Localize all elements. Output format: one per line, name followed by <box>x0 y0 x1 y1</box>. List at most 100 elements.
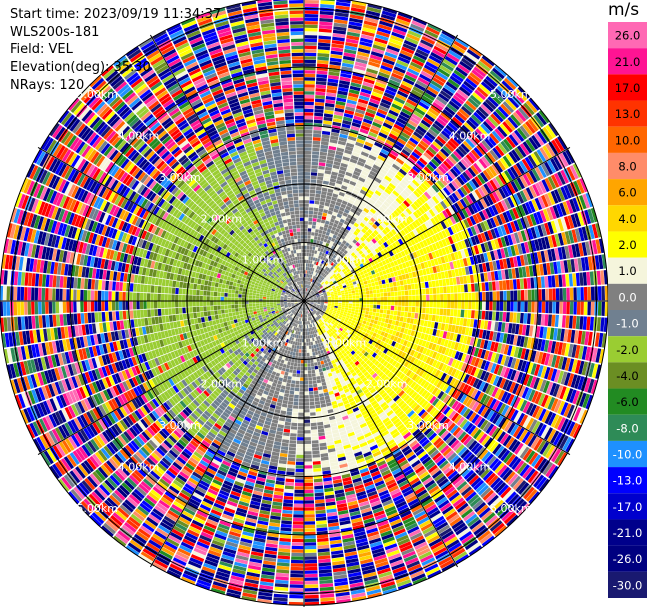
range-gate <box>311 158 319 162</box>
range-gate <box>313 303 317 305</box>
range-gate <box>311 307 315 310</box>
range-gate <box>313 298 317 300</box>
range-gate <box>272 312 276 315</box>
range-gate <box>372 312 376 316</box>
range-gate <box>320 197 326 202</box>
range-gate <box>300 370 304 374</box>
range-gate <box>316 305 320 307</box>
range-gate <box>337 316 342 320</box>
range-gate <box>210 291 214 296</box>
range-gate <box>322 309 326 312</box>
range-gate <box>287 361 291 366</box>
range-gate <box>280 270 284 275</box>
range-gate <box>275 318 279 321</box>
range-gate <box>287 262 291 267</box>
range-gate <box>249 312 254 316</box>
range-gate <box>273 321 278 325</box>
range-gate <box>290 325 293 329</box>
range-gate <box>308 294 312 297</box>
range-gate <box>374 316 379 321</box>
range-gate <box>283 432 290 437</box>
range-gate <box>326 321 330 326</box>
range-gate <box>304 231 308 235</box>
range-gate <box>397 311 401 316</box>
range-gate <box>305 314 307 318</box>
range-gate <box>319 267 323 272</box>
range-gate <box>306 307 308 311</box>
range-gate <box>310 235 315 240</box>
range-gate <box>286 186 292 191</box>
range-gate <box>324 280 328 284</box>
range-gate <box>316 358 320 362</box>
range-gate <box>304 295 307 299</box>
range-gate <box>326 276 330 281</box>
range-gate <box>263 307 267 310</box>
range-gate <box>304 377 308 381</box>
range-gate <box>289 369 293 373</box>
range-gate <box>327 295 331 298</box>
range-gate <box>326 292 331 295</box>
range-gate <box>277 292 282 295</box>
range-gate <box>286 279 290 283</box>
range-gate <box>269 297 274 300</box>
range-gate <box>228 289 232 294</box>
range-gate <box>304 224 308 228</box>
range-gate <box>278 290 283 293</box>
range-gate <box>329 288 333 292</box>
range-gate <box>314 308 318 311</box>
range-gate <box>297 338 300 342</box>
range-gate <box>290 269 293 273</box>
range-gate <box>222 279 227 285</box>
range-gate <box>313 296 317 298</box>
range-gate <box>314 362 318 366</box>
range-gate <box>319 318 323 323</box>
range-gate <box>290 281 293 285</box>
range-gate <box>316 282 320 286</box>
range-gate <box>311 292 315 295</box>
range-gate <box>299 273 302 278</box>
range-gate <box>304 158 312 162</box>
range-gate <box>297 270 300 275</box>
range-gate <box>299 303 303 306</box>
range-gate <box>302 314 304 318</box>
range-gate <box>293 292 297 295</box>
range-gate <box>307 263 310 267</box>
range-gate <box>312 330 315 334</box>
range-gate <box>315 329 318 333</box>
range-gate <box>321 321 325 325</box>
range-gate <box>182 313 187 320</box>
range-gate <box>291 239 295 244</box>
range-gate <box>301 259 304 263</box>
range-gate <box>255 303 260 306</box>
range-gate <box>326 267 330 272</box>
range-gate <box>302 303 304 307</box>
range-gate <box>217 301 221 306</box>
range-gate <box>298 186 304 190</box>
range-gate <box>300 284 302 288</box>
range-gate <box>300 317 303 322</box>
range-gate <box>390 291 395 297</box>
range-gate <box>337 306 342 309</box>
range-gate <box>298 245 302 250</box>
range-gate <box>294 207 299 211</box>
range-gate <box>287 303 291 306</box>
range-gate <box>276 319 280 323</box>
range-gate <box>294 319 297 324</box>
range-gate <box>295 380 300 385</box>
range-gate <box>279 331 284 336</box>
range-gate <box>296 263 299 268</box>
range-gate <box>281 324 285 328</box>
range-gate <box>291 261 295 265</box>
range-gate <box>319 201 325 206</box>
range-gate <box>290 265 294 269</box>
range-gate <box>287 274 291 278</box>
range-gate <box>390 310 394 315</box>
range-gate <box>312 221 317 226</box>
range-gate <box>299 252 302 257</box>
range-gate <box>314 232 319 237</box>
range-gate <box>306 296 309 300</box>
range-gate <box>304 186 310 190</box>
range-gate <box>284 287 288 290</box>
range-gate <box>214 310 218 315</box>
range-gate <box>310 267 313 271</box>
